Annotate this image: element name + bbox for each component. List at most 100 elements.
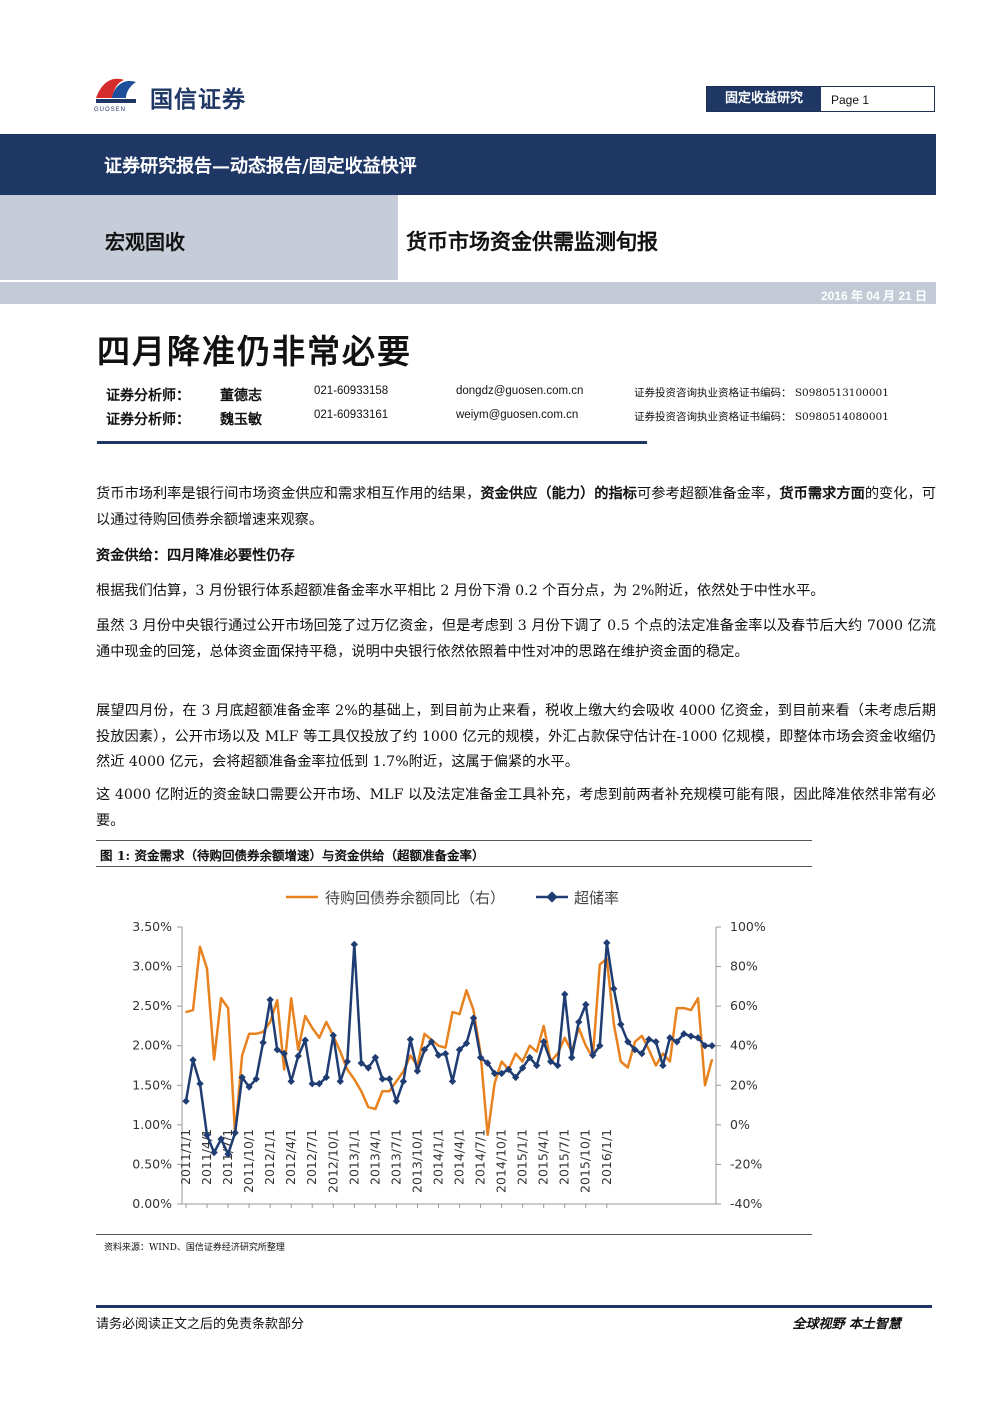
data-point-supply — [301, 1036, 309, 1044]
data-point-demand — [395, 1080, 398, 1083]
page-number: Page 1 — [831, 93, 870, 107]
data-point-supply — [378, 1075, 387, 1083]
data-point-supply — [645, 1035, 653, 1044]
data-point-supply — [182, 1097, 190, 1105]
series-line-demand — [185, 945, 714, 1137]
analyst-row: 证券分析师： 魏玉敏 021-60933161 weiym@guosen.com… — [106, 409, 926, 429]
data-point-demand — [585, 1044, 587, 1047]
data-point-demand — [458, 1013, 461, 1015]
data-point-supply — [357, 1059, 365, 1067]
x-tick-label: 2014/1/1 — [430, 1129, 445, 1185]
data-point-demand — [521, 1060, 524, 1063]
data-point-supply — [540, 1038, 548, 1046]
data-point-demand — [297, 1048, 299, 1051]
data-point-demand — [192, 1009, 194, 1011]
intro-emphasis: 资金供应（能力）的指标 — [480, 486, 638, 502]
analyst-name: 魏玉敏 — [220, 412, 262, 428]
data-point-supply — [315, 1079, 323, 1088]
data-point-demand — [269, 1021, 271, 1023]
analyst-cert: 证券投资咨询执业资格证书编码： S0980514080001 — [634, 411, 889, 423]
disclaimer-note: 请务必阅读正文之后的免责条款部分 — [96, 1317, 305, 1332]
x-tick-label: 2014/10/1 — [494, 1129, 509, 1193]
intro-text: 的变化，可以通过待购回债券余额增速来观察。 — [96, 486, 936, 528]
data-point-demand — [655, 1064, 657, 1067]
data-point-demand — [662, 1052, 664, 1055]
data-point-supply — [441, 1049, 450, 1058]
legend-marker-supply — [546, 891, 558, 903]
data-point-demand — [220, 997, 222, 999]
legend-label-demand: 待购回债券余额同比（右） — [325, 889, 505, 907]
y-tick-label-right: 60% — [730, 998, 758, 1013]
data-point-demand — [514, 1052, 517, 1055]
x-tick-label: 2011/1/1 — [178, 1129, 193, 1185]
data-point-supply — [631, 1045, 639, 1054]
analyst-email-link[interactable]: dongdz@guosen.com.cn — [456, 385, 584, 397]
intro-text: 货币市场利率是银行间市场资金供应和需求相互作用的结果， — [96, 486, 481, 502]
data-point-supply — [350, 940, 358, 949]
analyst-phone: 021-60933158 — [314, 385, 389, 397]
y-tick-label-right: 20% — [730, 1077, 758, 1092]
data-point-supply — [385, 1075, 394, 1083]
x-tick-label: 2015/7/1 — [557, 1129, 572, 1185]
data-point-demand — [711, 1058, 713, 1061]
company-slogan: 全球视野 本土智慧 — [792, 1317, 901, 1332]
data-point-supply — [638, 1049, 646, 1058]
data-point-demand — [241, 1054, 243, 1057]
data-point-demand — [325, 1021, 328, 1023]
data-point-demand — [199, 946, 201, 948]
analyst-label: 证券分析师： — [106, 412, 190, 428]
data-point-supply — [546, 1057, 555, 1066]
data-point-demand — [648, 1048, 650, 1051]
figure-title: 图 1: 资金需求（待购回债券余额增速）与资金供给（超额准备金率） — [100, 848, 485, 863]
analyst-phone: 021-60933161 — [314, 409, 389, 421]
data-point-demand — [374, 1108, 377, 1110]
data-point-demand — [641, 1035, 643, 1037]
page-title: 四月降准仍非常必要 — [97, 332, 412, 371]
y-tick-label-left: 0.50% — [132, 1156, 172, 1171]
x-tick-label: 2015/10/1 — [578, 1129, 593, 1193]
data-point-demand — [262, 1031, 264, 1033]
data-point-supply — [568, 1053, 576, 1062]
y-tick-label-left: 2.50% — [132, 998, 172, 1013]
data-point-supply — [336, 1077, 344, 1085]
data-point-supply — [561, 990, 569, 998]
data-point-supply — [666, 1034, 674, 1042]
guosen-logo-icon — [96, 78, 136, 103]
data-point-supply — [245, 1083, 253, 1091]
analyst-email-link[interactable]: weiym@guosen.com.cn — [456, 409, 579, 421]
data-point-supply — [280, 1049, 288, 1058]
x-tick-label: 2011/10/1 — [241, 1129, 256, 1193]
footer-divider — [96, 1305, 932, 1308]
y-tick-label-left: 0.00% — [132, 1196, 172, 1211]
data-point-supply — [483, 1059, 492, 1067]
data-point-demand — [437, 1044, 440, 1047]
data-point-supply — [518, 1064, 527, 1072]
x-tick-label: 2014/4/1 — [452, 1129, 467, 1185]
date-band — [0, 282, 936, 304]
x-tick-label: 2015/1/1 — [515, 1129, 530, 1185]
data-point-demand — [535, 1050, 538, 1053]
data-point-demand — [683, 1007, 685, 1009]
data-point-demand — [409, 1054, 412, 1057]
analyst-row: 证券分析师： 董德志 021-60933158 dongdz@guosen.co… — [106, 385, 926, 405]
data-point-supply — [294, 1052, 302, 1060]
x-tick-label: 2013/1/1 — [346, 1129, 361, 1185]
report-date: 2016 年 04 月 21 日 — [820, 289, 927, 303]
data-point-demand — [627, 1066, 629, 1069]
data-point-demand — [276, 999, 278, 1001]
data-point-supply — [196, 1080, 204, 1088]
data-point-demand — [690, 1009, 692, 1011]
body-paragraph: 这 4000 亿附近的资金缺口需要公开市场、MLF 以及法定准备金工具补充，考虑… — [96, 787, 936, 829]
data-point-supply — [427, 1038, 436, 1046]
data-point-demand — [248, 1033, 250, 1035]
y-tick-label-right: 0% — [730, 1117, 750, 1132]
data-point-demand — [704, 1084, 706, 1087]
data-point-demand — [255, 1033, 257, 1035]
y-tick-label-right: 40% — [730, 1038, 758, 1053]
data-point-supply — [413, 1067, 422, 1075]
analyst-name: 董德志 — [220, 388, 262, 404]
y-tick-label-left: 1.00% — [132, 1117, 172, 1132]
analyst-cert: 证券投资咨询执业资格证书编码： S0980513100001 — [634, 387, 889, 399]
data-point-demand — [318, 1037, 321, 1039]
data-point-demand — [528, 1044, 531, 1047]
